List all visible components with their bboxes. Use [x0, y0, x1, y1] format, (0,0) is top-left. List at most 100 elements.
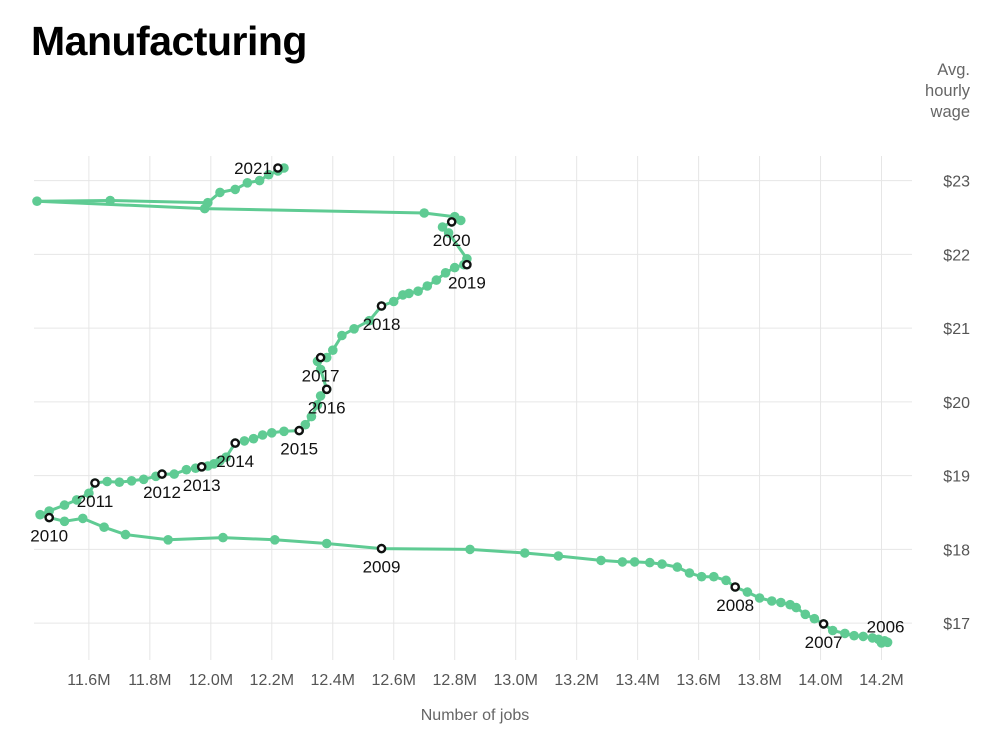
data-point: [35, 509, 45, 520]
data-point: [404, 288, 414, 299]
data-point: [44, 506, 54, 516]
data-point: [364, 315, 375, 326]
year-marker: [462, 259, 472, 270]
data-point: [218, 532, 228, 543]
x-tick-label: 12.8M: [432, 672, 476, 689]
year-label: 2014: [216, 452, 254, 471]
data-point: [629, 557, 640, 567]
y-tick-label: $18: [943, 542, 970, 559]
data-point: [657, 559, 667, 569]
year-label: 2017: [302, 367, 340, 386]
year-marker: [294, 425, 305, 436]
x-tick-label: 13.6M: [676, 672, 720, 689]
year-label: 2020: [433, 231, 471, 250]
grid-lines: [34, 156, 912, 660]
data-point: [32, 196, 42, 206]
data-point: [696, 571, 707, 582]
year-marker: [315, 352, 326, 363]
data-point: [800, 609, 811, 620]
x-tick-label: 12.2M: [250, 672, 294, 689]
data-point: [71, 495, 82, 505]
x-tick-label: 14.2M: [859, 672, 903, 689]
data-point: [849, 630, 859, 641]
x-tick-label: 14.0M: [798, 672, 842, 689]
data-point: [239, 436, 250, 446]
year-marker: [230, 438, 240, 448]
year-label: 2016: [308, 398, 346, 417]
data-point: [279, 426, 289, 437]
data-point: [267, 428, 277, 438]
data-point: [105, 195, 115, 206]
data-point: [126, 476, 137, 486]
data-point: [827, 625, 838, 636]
data-point: [257, 430, 268, 440]
data-point: [776, 597, 786, 608]
year-label: 2012: [143, 483, 181, 502]
data-point: [248, 433, 259, 444]
year-label: 2021: [234, 159, 272, 178]
data-point: [270, 535, 280, 545]
year-marker: [376, 543, 387, 554]
y-tick-label: $23: [943, 174, 970, 191]
y-tick-label: $21: [943, 321, 970, 338]
data-point: [617, 557, 628, 567]
y-axis-title-line-3: wage: [930, 103, 970, 121]
data-point: [388, 296, 399, 307]
data-point: [349, 324, 359, 334]
data-point: [754, 593, 765, 603]
data-point: [465, 544, 475, 555]
data-point: [59, 500, 70, 510]
x-tick-label: 13.0M: [493, 672, 537, 689]
data-point: [315, 364, 326, 375]
data-point: [242, 178, 253, 188]
year-marker: [196, 461, 207, 472]
x-tick-label: 11.6M: [67, 672, 110, 689]
year-label: 2011: [77, 492, 114, 511]
data-point: [215, 187, 225, 198]
x-tick-label: 12.4M: [311, 672, 355, 689]
data-point: [437, 222, 448, 232]
data-point: [181, 464, 192, 475]
y-axis-title-line-1: Avg.: [937, 61, 970, 79]
data-point: [78, 513, 88, 524]
data-point: [767, 596, 777, 606]
data-point: [672, 562, 683, 572]
data-point: [596, 555, 606, 566]
data-point: [684, 568, 695, 578]
year-label: 2010: [30, 527, 68, 546]
data-point: [163, 535, 173, 545]
year-marker: [321, 384, 332, 395]
data-point: [203, 197, 213, 208]
y-axis-title-line-2: hourly: [925, 82, 970, 100]
year-label: 2013: [183, 476, 221, 495]
data-point: [59, 516, 70, 527]
year-label: 2019: [448, 274, 486, 293]
data-point: [84, 488, 94, 499]
year-marker: [446, 217, 457, 227]
x-axis-title: Number of jobs: [421, 707, 530, 724]
year-marker: [273, 163, 283, 173]
data-point: [230, 184, 240, 195]
year-marker: [730, 582, 741, 592]
data-point: [120, 529, 131, 540]
x-tick-label: 11.8M: [128, 672, 171, 689]
data-point: [315, 391, 326, 401]
year-marker: [376, 301, 387, 311]
year-marker: [818, 619, 829, 629]
data-point: [321, 538, 332, 549]
x-tick-label: 13.4M: [615, 672, 659, 689]
data-point: [721, 575, 731, 586]
data-point: [328, 345, 338, 356]
axis-labels: 11.6M 11.8M 12.0M 12.2M 12.4M 12.6M 12.8M 13.0M…: [67, 174, 970, 689]
y-tick-label: $20: [943, 395, 970, 412]
year-label: 2018: [363, 315, 401, 334]
year-marker: [157, 469, 167, 479]
year-label: 2009: [363, 558, 401, 577]
year-label: 2006: [867, 617, 905, 636]
data-point: [263, 169, 274, 180]
year-marker: [44, 512, 55, 523]
data-point: [742, 587, 753, 597]
data-point: [443, 228, 454, 238]
data-point: [422, 281, 433, 291]
data-point: [138, 474, 149, 485]
